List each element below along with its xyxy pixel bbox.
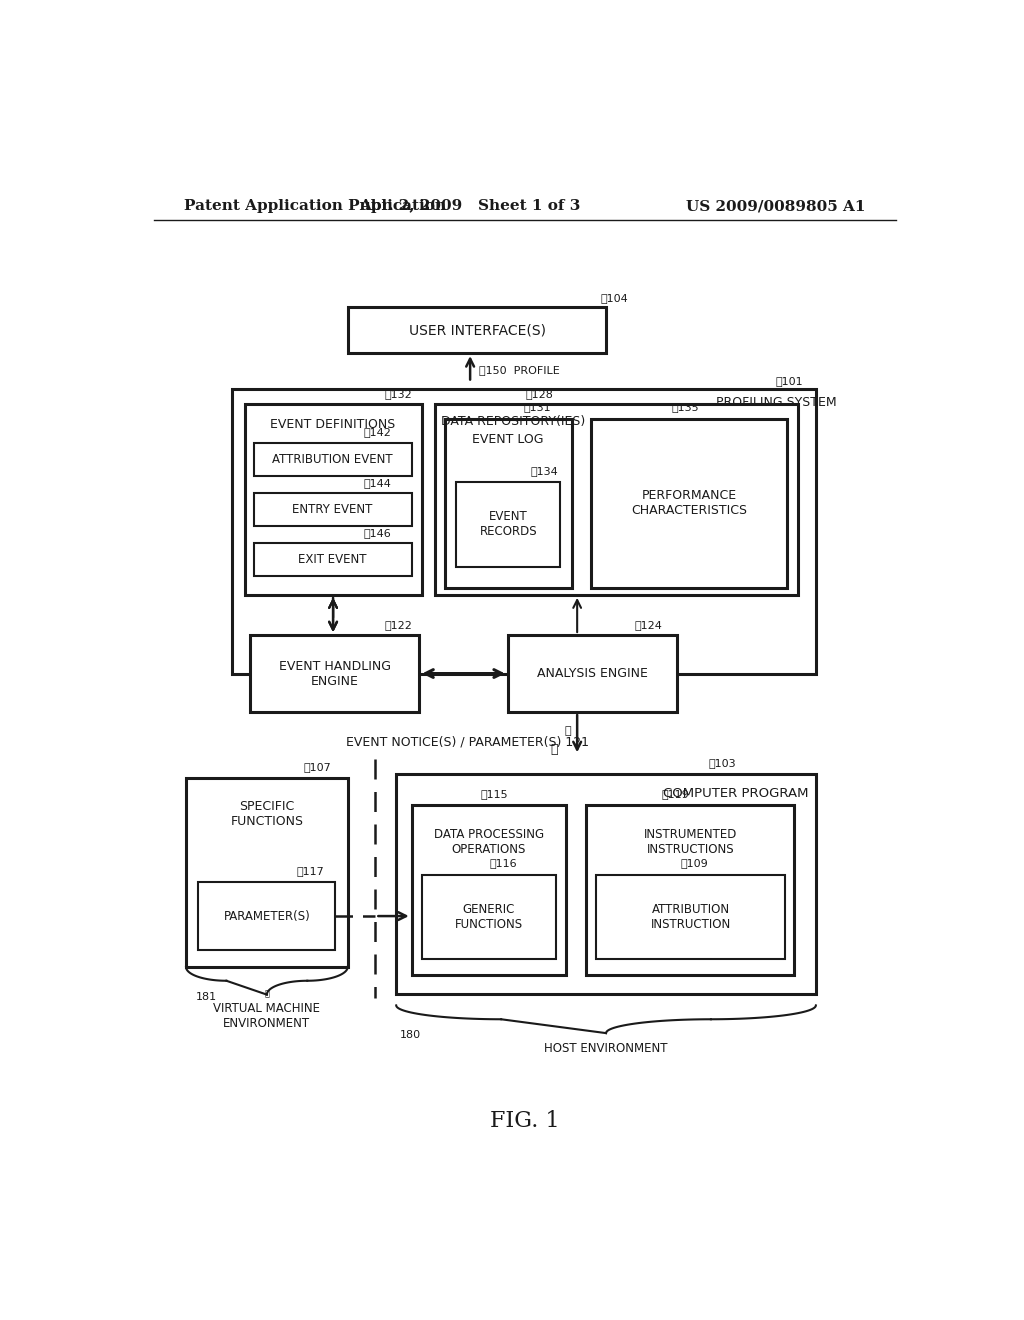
Text: ⌣: ⌣: [564, 726, 570, 737]
Text: ⌣103: ⌣103: [708, 758, 735, 768]
Bar: [508, 635, 677, 711]
Text: GENERIC
FUNCTIONS: GENERIC FUNCTIONS: [455, 903, 522, 931]
Text: ⌣109: ⌣109: [680, 858, 708, 869]
Text: Apr. 2, 2009   Sheet 1 of 3: Apr. 2, 2009 Sheet 1 of 3: [358, 199, 580, 213]
Bar: [254, 494, 412, 525]
Bar: [245, 404, 422, 595]
Text: 180: 180: [400, 1030, 421, 1040]
Text: HOST ENVIRONMENT: HOST ENVIRONMENT: [544, 1043, 668, 1056]
Text: VIRTUAL MACHINE
ENVIRONMENT: VIRTUAL MACHINE ENVIRONMENT: [213, 1002, 321, 1031]
Text: ⌣150  PROFILE: ⌣150 PROFILE: [479, 366, 560, 375]
Bar: [435, 404, 798, 595]
Bar: [254, 444, 412, 475]
Text: ⌣146: ⌣146: [364, 528, 391, 539]
Bar: [457, 482, 560, 566]
Text: ENTRY EVENT: ENTRY EVENT: [293, 503, 373, 516]
Text: ⌣117: ⌣117: [296, 866, 324, 876]
Text: USER INTERFACE(S): USER INTERFACE(S): [409, 323, 546, 337]
Text: EVENT DEFINITIONS: EVENT DEFINITIONS: [270, 418, 395, 430]
Text: ⌣135: ⌣135: [672, 403, 699, 412]
Text: ⌣144: ⌣144: [364, 478, 392, 488]
Bar: [348, 308, 606, 354]
Bar: [232, 388, 816, 673]
Text: ⌣134: ⌣134: [531, 466, 559, 475]
Bar: [422, 874, 556, 960]
Text: ⌣131: ⌣131: [523, 403, 551, 412]
Text: ⌣101: ⌣101: [776, 376, 804, 385]
Text: 181: 181: [196, 991, 217, 1002]
Text: ⌣142: ⌣142: [364, 428, 392, 437]
Text: ⌣124: ⌣124: [635, 620, 663, 631]
Text: ANALYSIS ENGINE: ANALYSIS ENGINE: [538, 667, 648, 680]
Text: ATTRIBUTION
INSTRUCTION: ATTRIBUTION INSTRUCTION: [650, 903, 731, 931]
Bar: [186, 779, 348, 966]
Text: EVENT HANDLING
ENGINE: EVENT HANDLING ENGINE: [279, 660, 390, 688]
Text: PERFORMANCE
CHARACTERISTICS: PERFORMANCE CHARACTERISTICS: [631, 490, 748, 517]
Bar: [591, 418, 787, 589]
Text: Patent Application Publication: Patent Application Publication: [184, 199, 446, 213]
Bar: [396, 775, 816, 994]
Text: ATTRIBUTION EVENT: ATTRIBUTION EVENT: [272, 453, 393, 466]
Text: EVENT NOTICE(S) / PARAMETER(S) 121: EVENT NOTICE(S) / PARAMETER(S) 121: [346, 735, 589, 748]
Text: DATA PROCESSING
OPERATIONS: DATA PROCESSING OPERATIONS: [433, 829, 544, 857]
Text: FIG. 1: FIG. 1: [490, 1110, 559, 1131]
Bar: [254, 544, 412, 576]
Text: ⌣104: ⌣104: [600, 293, 628, 304]
Text: ⎯: ⎯: [264, 990, 269, 998]
Text: ⌣: ⌣: [551, 743, 558, 756]
Text: DATA REPOSITORY(IES): DATA REPOSITORY(IES): [441, 414, 585, 428]
Text: EXIT EVENT: EXIT EVENT: [298, 553, 367, 566]
Text: US 2009/0089805 A1: US 2009/0089805 A1: [686, 199, 866, 213]
Text: ⌣116: ⌣116: [489, 858, 517, 869]
Text: PROFILING SYSTEM: PROFILING SYSTEM: [716, 396, 837, 409]
Text: ⌣115: ⌣115: [481, 789, 509, 799]
Bar: [250, 635, 419, 711]
Text: EVENT
RECORDS: EVENT RECORDS: [479, 510, 537, 539]
Text: COMPUTER PROGRAM: COMPUTER PROGRAM: [663, 787, 808, 800]
Bar: [596, 874, 785, 960]
Bar: [444, 418, 571, 589]
Text: ⌣128: ⌣128: [525, 389, 553, 400]
Text: ⌣119: ⌣119: [662, 789, 689, 799]
Text: SPECIFIC
FUNCTIONS: SPECIFIC FUNCTIONS: [230, 800, 303, 828]
Text: ⌣122: ⌣122: [385, 620, 413, 631]
Bar: [412, 805, 565, 974]
Text: ⌣107: ⌣107: [304, 762, 332, 772]
Text: EVENT LOG: EVENT LOG: [472, 433, 544, 446]
Text: ⌣132: ⌣132: [385, 389, 413, 400]
Bar: [199, 882, 336, 950]
Text: PARAMETER(S): PARAMETER(S): [223, 909, 310, 923]
Bar: [587, 805, 795, 974]
Text: INSTRUMENTED
INSTRUCTIONS: INSTRUMENTED INSTRUCTIONS: [644, 829, 737, 857]
